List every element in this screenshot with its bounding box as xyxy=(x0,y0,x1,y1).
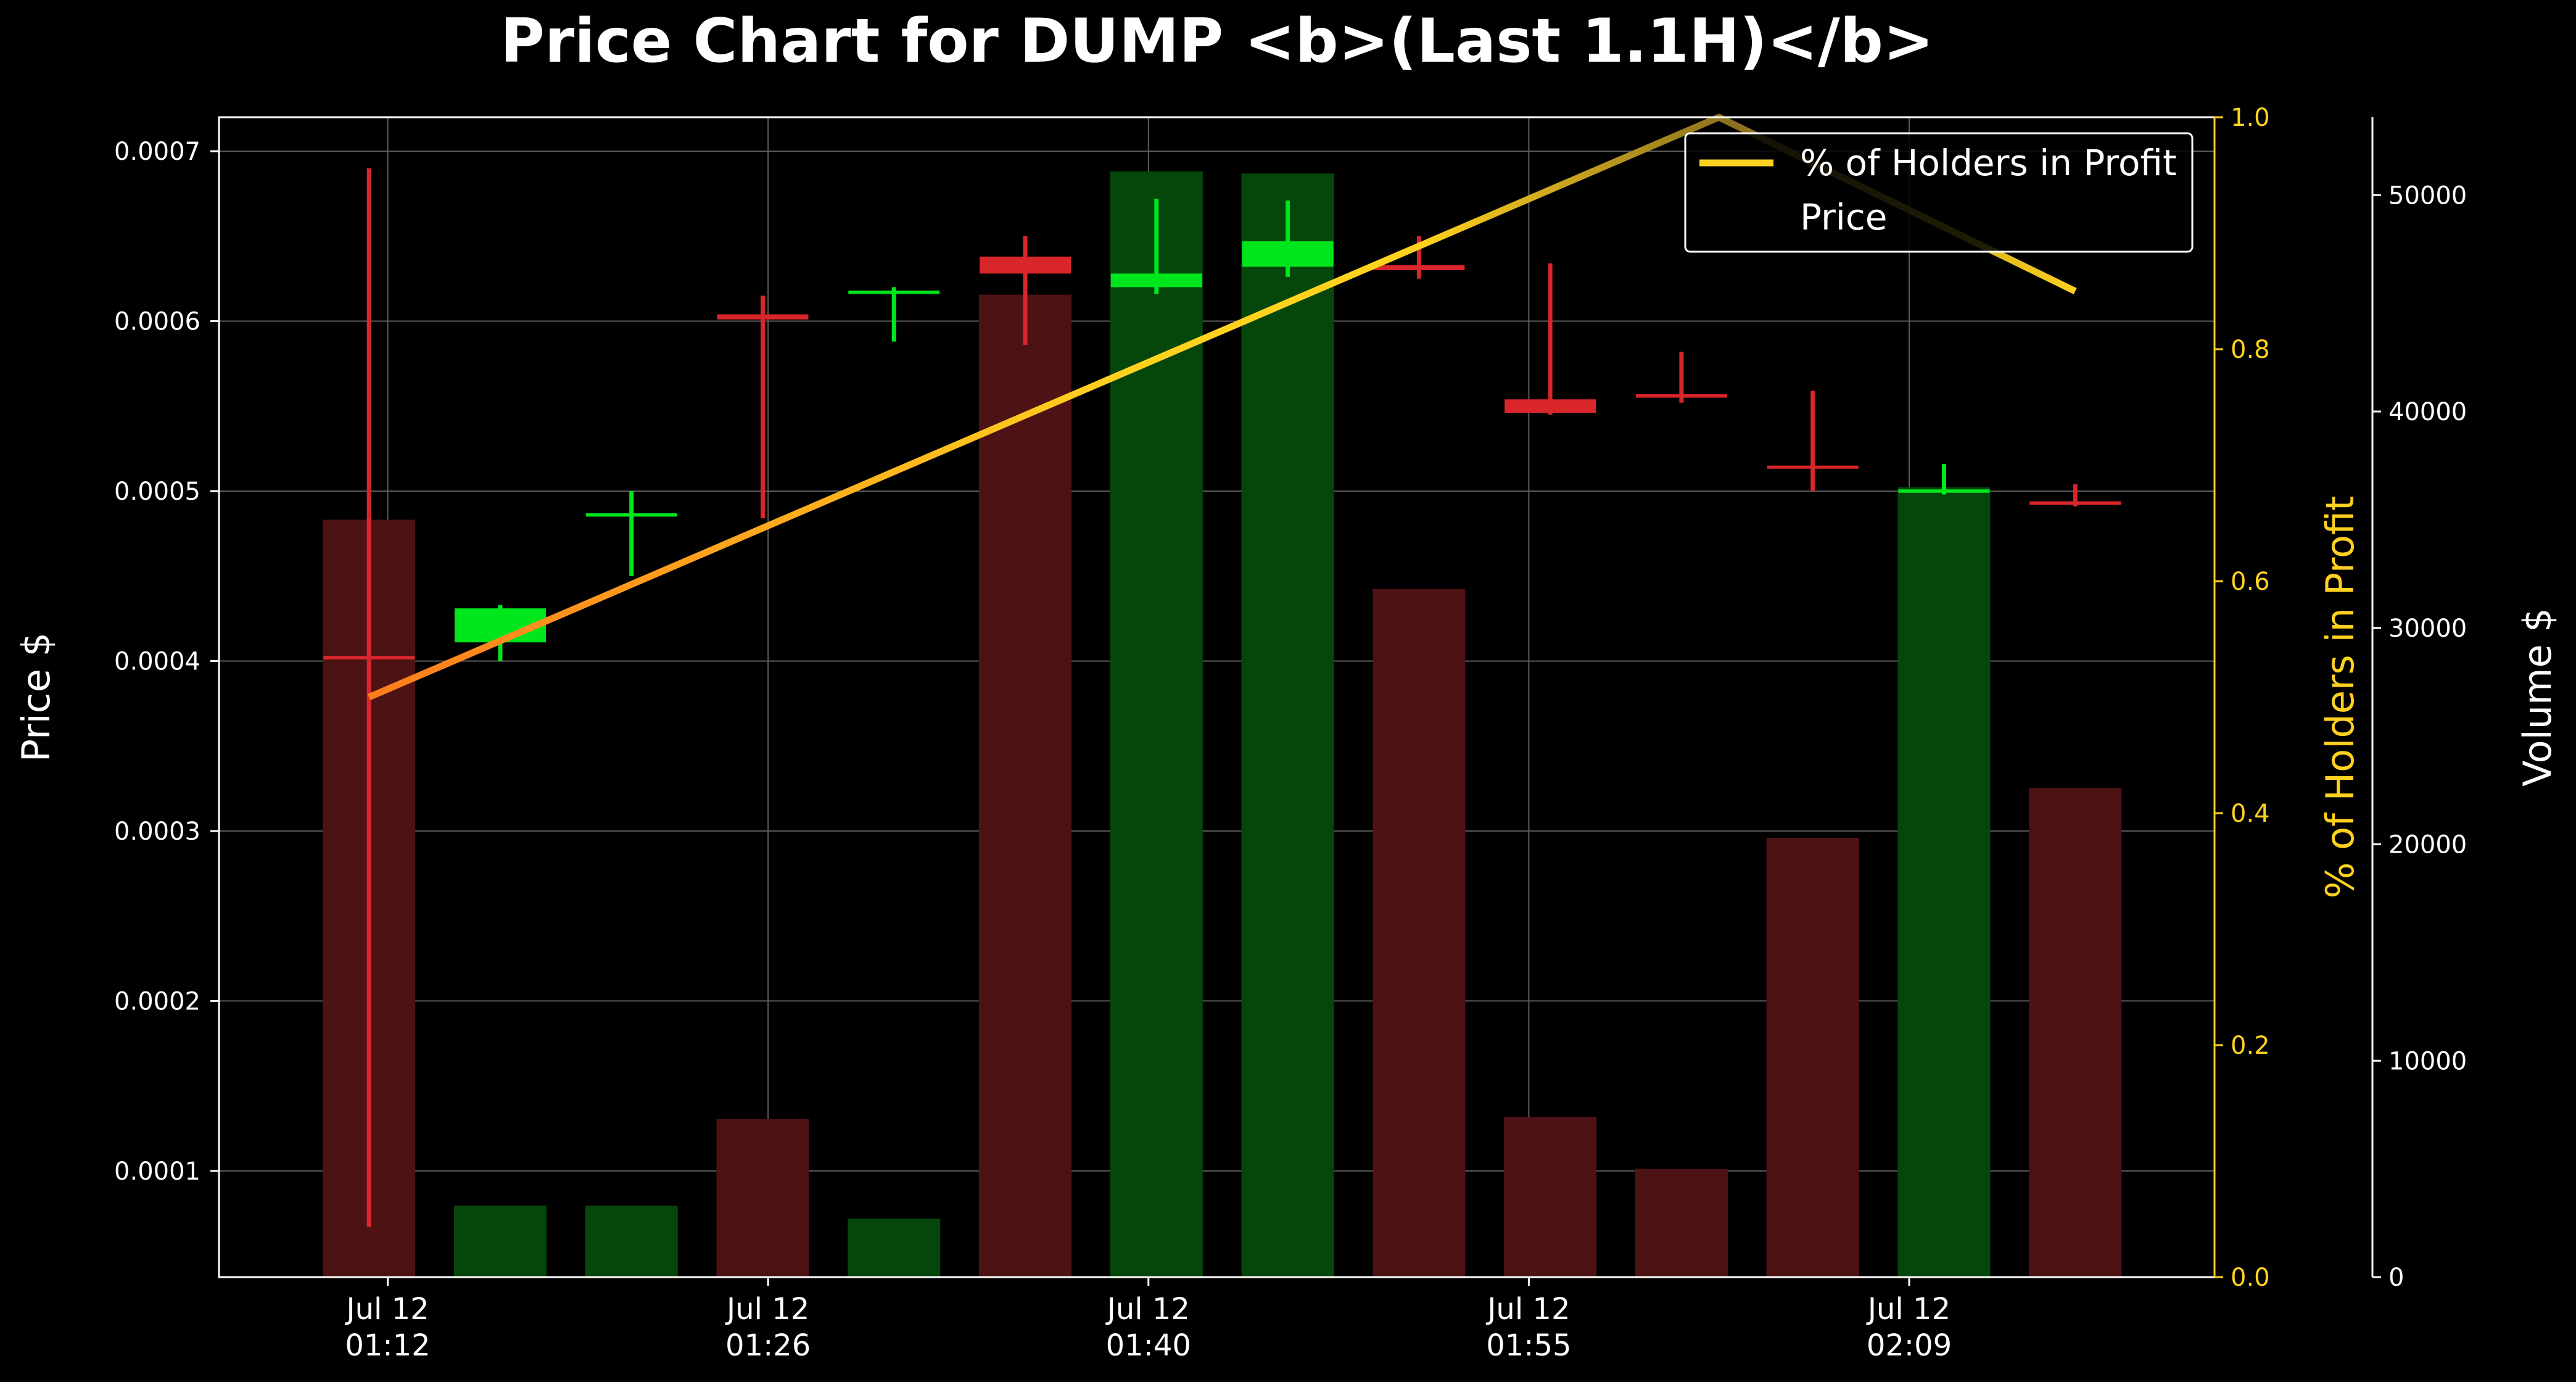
candle-body xyxy=(2029,501,2121,505)
volume-bar xyxy=(1635,1169,1728,1277)
candle-body xyxy=(1898,489,1990,493)
x-axis-tick-label-time: 01:26 xyxy=(725,1328,811,1363)
price-axis-tick-label: 0.0006 xyxy=(114,308,200,336)
x-axis-tick-label-time: 01:40 xyxy=(1106,1328,1191,1363)
volume-bar xyxy=(1766,837,1859,1277)
volume-axis-tick-label: 50000 xyxy=(2388,181,2467,210)
price-axis-tick-label: 0.0003 xyxy=(114,817,200,846)
x-axis-tick-label-date: Jul 12 xyxy=(1866,1292,1951,1326)
legend-price-label: Price xyxy=(1800,196,1888,238)
price-axis-tick-label: 0.0007 xyxy=(114,138,200,166)
x-axis-tick-label-date: Jul 12 xyxy=(1105,1292,1190,1326)
profit-axis-tick-label: 1.0 xyxy=(2231,104,2270,132)
x-axis-tick-label-date: Jul 12 xyxy=(1485,1292,1570,1326)
candle-body xyxy=(323,656,415,660)
profit-axis-tick-label: 0.4 xyxy=(2231,800,2270,828)
x-axis-tick-label-time: 02:09 xyxy=(1867,1328,1952,1363)
x-axis-tick-label-date: Jul 12 xyxy=(725,1292,809,1326)
volume-bar xyxy=(1110,171,1203,1277)
volume-bar xyxy=(1504,1117,1597,1277)
volume-axis-tick-label: 10000 xyxy=(2388,1047,2467,1075)
volume-axis-title: Volume $ xyxy=(2515,608,2560,787)
volume-bar xyxy=(2029,788,2122,1277)
price-axis-tick-label: 0.0002 xyxy=(114,987,200,1016)
volume-axis-tick-label: 20000 xyxy=(2388,831,2467,859)
volume-axis-tick-label: 40000 xyxy=(2388,398,2467,426)
legend: % of Holders in Profit Price xyxy=(1684,132,2194,253)
price-axis: 0.0001 0.0002 0.0003 0.0004 0.0005 0.0006 0.00… xyxy=(114,138,219,1186)
volume-axis-tick-label: 0 xyxy=(2388,1264,2404,1292)
candle-body xyxy=(848,290,940,294)
profit-axis-tick-label: 0.2 xyxy=(2231,1032,2270,1060)
price-candles xyxy=(323,168,2121,1227)
profit-axis-title: % of Holders in Profit xyxy=(2318,496,2363,899)
volume-bar xyxy=(1241,173,1334,1277)
volume-bar xyxy=(979,294,1072,1277)
volume-bar xyxy=(585,1206,678,1277)
profit-axis-tick-label: 0.0 xyxy=(2231,1264,2270,1292)
chart-title: Price Chart for DUMP <b>(Last 1.1H)</b> xyxy=(500,6,1934,77)
candle-body xyxy=(980,256,1071,274)
legend-box xyxy=(1684,132,2194,253)
candle-body xyxy=(1110,273,1202,288)
x-axis-tick-label-time: 01:55 xyxy=(1486,1328,1571,1363)
candle-body xyxy=(1242,241,1334,267)
candle-body xyxy=(1373,265,1465,270)
legend-profit-label: % of Holders in Profit xyxy=(1800,142,2177,184)
grid-lines xyxy=(219,117,2215,1277)
volume-bar xyxy=(1897,487,1991,1277)
profit-axis: 0.0 0.2 0.4 0.6 0.8 1.0 xyxy=(2213,104,2270,1292)
price-axis-tick-label: 0.0005 xyxy=(114,478,200,506)
price-axis-tick-label: 0.0001 xyxy=(114,1157,200,1186)
price-axis-tick-label: 0.0004 xyxy=(114,647,200,676)
x-axis-tick-label-date: Jul 12 xyxy=(344,1292,429,1326)
price-axis-title: Price $ xyxy=(14,632,59,762)
volume-bar xyxy=(453,1206,547,1277)
candle-body xyxy=(1767,465,1859,469)
candle-body xyxy=(1505,399,1596,413)
candle-body xyxy=(585,513,677,517)
candle-body xyxy=(717,314,809,320)
volume-axis: 0 10000 20000 30000 40000 50000 xyxy=(2371,117,2467,1292)
x-axis-tick-label-time: 01:12 xyxy=(345,1328,430,1363)
volume-bars xyxy=(323,171,2122,1277)
volume-bar xyxy=(1373,589,1466,1277)
volume-bar xyxy=(716,1119,809,1277)
candle-body xyxy=(1635,394,1727,398)
profit-axis-tick-label: 0.8 xyxy=(2231,336,2270,364)
profit-axis-tick-label: 0.6 xyxy=(2231,568,2270,596)
volume-axis-tick-label: 30000 xyxy=(2388,614,2467,643)
volume-bar xyxy=(848,1219,941,1277)
